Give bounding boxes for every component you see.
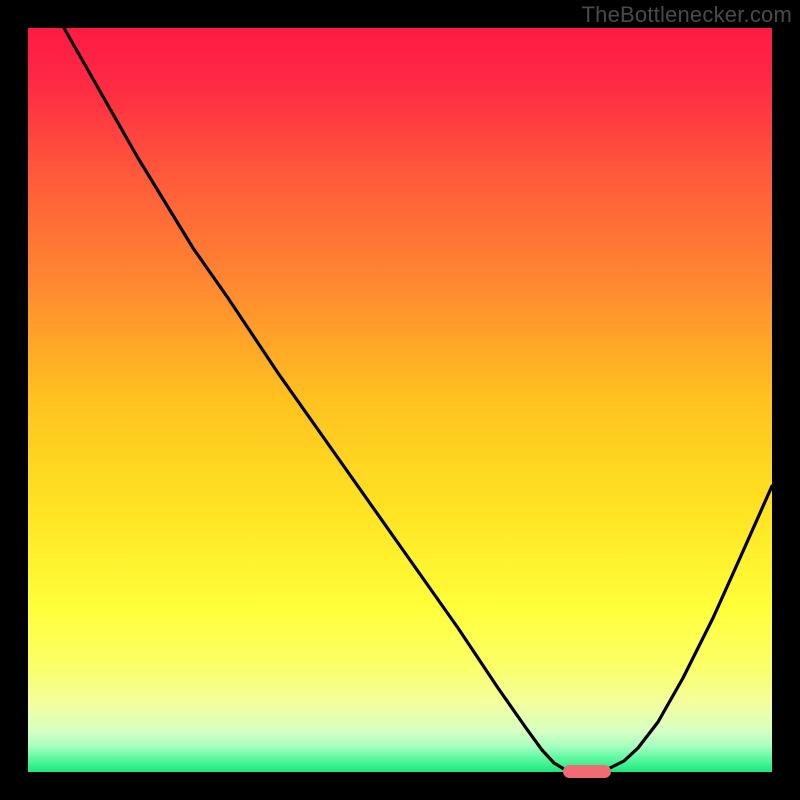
chart-frame: TheBottlenecker.com bbox=[0, 0, 800, 800]
optimum-marker bbox=[563, 765, 611, 778]
watermark-text: TheBottlenecker.com bbox=[582, 2, 792, 28]
bottleneck-curve bbox=[0, 0, 800, 800]
